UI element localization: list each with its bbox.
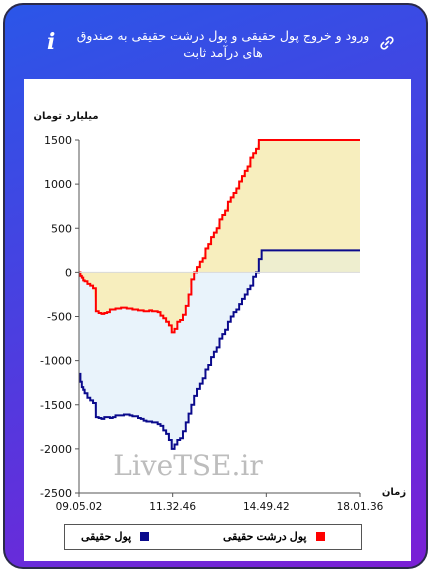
y-tick-label: -1000 xyxy=(40,355,72,368)
card-header: i ورود و خروج پول حقیقی و پول درشت حقیقی… xyxy=(5,5,426,79)
area-big-real-money xyxy=(79,140,360,333)
chart-card: i ورود و خروج پول حقیقی و پول درشت حقیقی… xyxy=(3,3,428,569)
series-line-big-real-money xyxy=(79,139,360,334)
series-line-real-money xyxy=(79,249,360,450)
x-tick-label: 18.01.36 xyxy=(337,501,384,513)
y-tick-label: 500 xyxy=(51,222,72,235)
legend-item-big-real-money: پول درشت حقیقی xyxy=(223,530,325,543)
y-tick-label: -500 xyxy=(47,311,72,324)
x-tick-label: 14.49.42 xyxy=(243,501,290,513)
watermark: LiveTSE.ir xyxy=(113,449,263,482)
chart-svg: 1500 1000 500 0 -500 -1000 -1500 -2000 -250009.0… xyxy=(33,111,406,513)
chart-panel: 1500 1000 500 0 -500 -1000 -1500 -2000 -2500 09.0… xyxy=(24,79,411,561)
y-tick-label: 0 xyxy=(65,266,72,279)
x-tick-label: 11.32.46 xyxy=(149,501,196,513)
y-axis-label: میلیارد تومان xyxy=(33,111,98,122)
legend-swatch-real-money xyxy=(140,532,150,541)
y-tick-label: -2000 xyxy=(40,443,72,456)
legend-label-real-money: پول حقیقی xyxy=(81,531,132,543)
x-tick-label: 09.05.02 xyxy=(56,501,103,513)
area-real-money xyxy=(79,272,360,449)
y-tick-label: -1500 xyxy=(40,399,72,412)
info-icon[interactable]: i xyxy=(47,29,56,55)
area-overlap xyxy=(79,250,360,273)
legend-swatch-big-real-money xyxy=(315,532,325,541)
y-tick-label: -2500 xyxy=(40,487,72,500)
link-icon[interactable] xyxy=(379,35,395,51)
chart-legend: پول حقیقی پول درشت حقیقی xyxy=(64,524,362,550)
y-tick-label: 1500 xyxy=(44,134,72,147)
legend-item-real-money: پول حقیقی xyxy=(81,530,150,543)
y-tick-label: 1000 xyxy=(44,178,72,191)
chart-title: ورود و خروج پول حقیقی و پول درشت حقیقی ب… xyxy=(76,28,370,60)
x-axis-label: زمان xyxy=(382,487,406,498)
legend-label-big-real-money: پول درشت حقیقی xyxy=(223,531,307,543)
